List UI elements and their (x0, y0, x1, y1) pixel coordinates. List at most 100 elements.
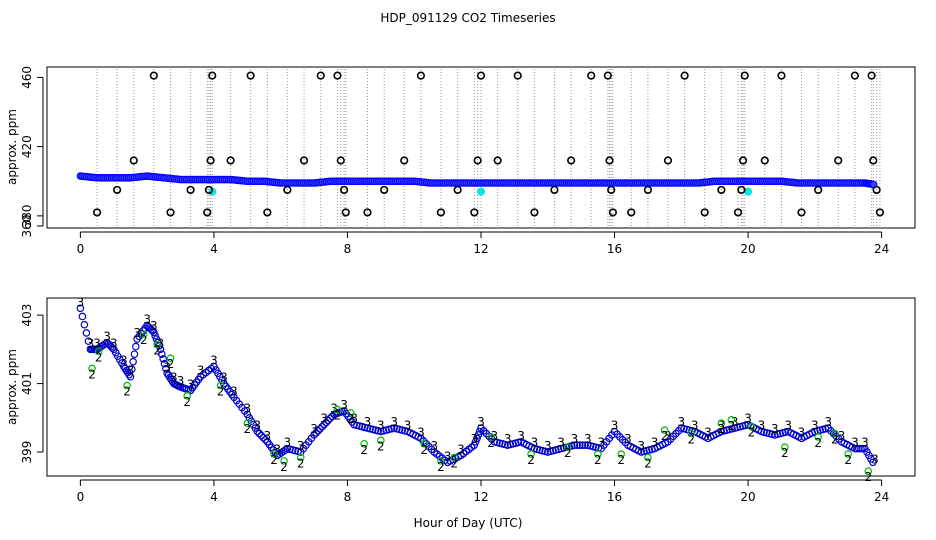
calibration-point (643, 185, 653, 195)
sensor-3-point (261, 435, 270, 444)
bottom-y-axis: 399 401 403 (20, 304, 44, 464)
sensor-3-symbol: 3 (771, 422, 779, 436)
figure-title: HDP_091129 CO2 Timeseries (380, 11, 555, 25)
sensor-2-symbol: 2 (140, 333, 148, 347)
sensor-2-point (216, 381, 225, 390)
calibration-point (733, 208, 743, 217)
sensor-3-point (126, 372, 135, 381)
calibration-point (608, 208, 617, 217)
bottom-plot-frame (46, 297, 916, 477)
sensor-3-symbol: 3 (177, 374, 185, 388)
bot-x-tick-label: 24 (874, 490, 889, 504)
top-y-tick-label: 420 (20, 135, 34, 158)
sensor-3-symbol: 3 (163, 360, 171, 374)
sensor-2-symbol: 2 (183, 395, 191, 409)
sensor-3-symbol: 3 (220, 371, 228, 385)
sensor-2-point (333, 405, 342, 414)
cyan-point (744, 187, 753, 196)
sensor-2-point (420, 439, 429, 448)
sensor-2-symbol: 2 (334, 409, 342, 423)
sensor-3-symbol: 3 (811, 419, 819, 433)
sensor-3-symbol: 3 (390, 415, 398, 429)
sensor-2-point (437, 457, 445, 465)
calibration-point (363, 208, 372, 217)
calibration-point (380, 185, 389, 195)
sensor-2-point (617, 450, 626, 458)
calibration-point (869, 156, 878, 165)
sensor-2-point (717, 419, 726, 428)
sensor-3-symbol: 3 (557, 436, 565, 450)
sensor-3-symbol: 3 (477, 415, 485, 429)
sensor-3-point (318, 422, 326, 431)
sensor-2-symbol: 2 (377, 439, 385, 453)
sensor-3-symbol: 3 (350, 412, 358, 426)
bot-x-tick-label: 20 (740, 490, 755, 504)
sensor-3-point (578, 441, 587, 449)
sensor-3-symbol: 3 (340, 398, 348, 412)
calibration-point (627, 208, 636, 217)
sensor-2-point (296, 453, 305, 462)
sensor-2-symbol: 2 (688, 433, 696, 447)
sensor-2-symbol: 2 (243, 422, 251, 436)
sensor-3-symbol: 3 (93, 336, 101, 350)
sensor-2-point (687, 429, 696, 438)
sensor-2-point (527, 450, 535, 458)
sensor-2-symbol: 2 (864, 470, 872, 484)
calibration-point (470, 208, 479, 217)
top-data-marks (76, 71, 885, 217)
sensor-2-point (831, 429, 839, 438)
sensor-3-point (151, 331, 159, 340)
sensor-2-point (123, 381, 131, 390)
sensor-3-symbol: 3 (230, 384, 238, 398)
sensor-3-symbol: 3 (120, 353, 128, 367)
calibration-point (797, 208, 806, 217)
bot-y-tick-label: 401 (20, 372, 34, 395)
sensor-3-symbol: 3 (377, 419, 385, 433)
sensor-3-point (129, 357, 137, 366)
bottom-x-axis: 0 4 8 12 16 20 24 (77, 479, 889, 504)
calibration-point (607, 185, 616, 195)
sensor-2-point (360, 439, 368, 448)
sensor-3-point (474, 431, 483, 439)
sensor-3-point (259, 433, 268, 442)
sensor-3-point (473, 434, 481, 443)
sensor-3-symbol: 3 (871, 453, 879, 467)
sensor-2-symbol: 2 (718, 422, 726, 436)
sensor-2-point (844, 450, 853, 458)
bot-y-tick-label: 399 (20, 441, 34, 464)
calibration-point (700, 208, 709, 217)
bot-x-tick-label: 4 (210, 490, 218, 504)
sensor-3-symbol: 3 (77, 295, 85, 309)
sensor-3-point (159, 355, 167, 363)
calibration-point (92, 208, 102, 217)
sensor-2-symbol: 2 (217, 385, 225, 399)
sensor-2-point (864, 467, 873, 475)
sensor-2-symbol: 2 (814, 436, 822, 450)
x-axis-label: Hour of Day (UTC) (414, 516, 523, 530)
top-y-tick-label: 460 (20, 66, 34, 89)
sensor-3-symbol: 3 (731, 415, 739, 429)
sensor-2-symbol: 2 (527, 453, 535, 467)
calibration-point (341, 208, 350, 217)
sensor-2-point (280, 457, 288, 465)
sensor-3-point (78, 312, 87, 321)
sensor-3-point (312, 429, 320, 437)
calibration-point (206, 156, 215, 165)
sensor-3-point (253, 427, 262, 436)
sensor-3-point (158, 350, 166, 358)
sensor-2-symbol: 2 (844, 453, 852, 467)
top-grid-lines (96, 69, 881, 226)
top-x-tick-label: 24 (874, 242, 889, 256)
sensor-2-symbol: 2 (617, 453, 625, 467)
sensor-3-symbol: 3 (531, 436, 539, 450)
sensor-2-point (183, 392, 192, 400)
sensor-2-symbol: 2 (564, 446, 572, 460)
top-x-tick-label: 16 (607, 242, 622, 256)
sensor-3-point (314, 427, 322, 435)
calibration-point (333, 71, 342, 80)
calibration-point (717, 185, 726, 195)
sensor-2-point (88, 364, 96, 373)
sensor-3-symbol: 3 (284, 436, 292, 450)
